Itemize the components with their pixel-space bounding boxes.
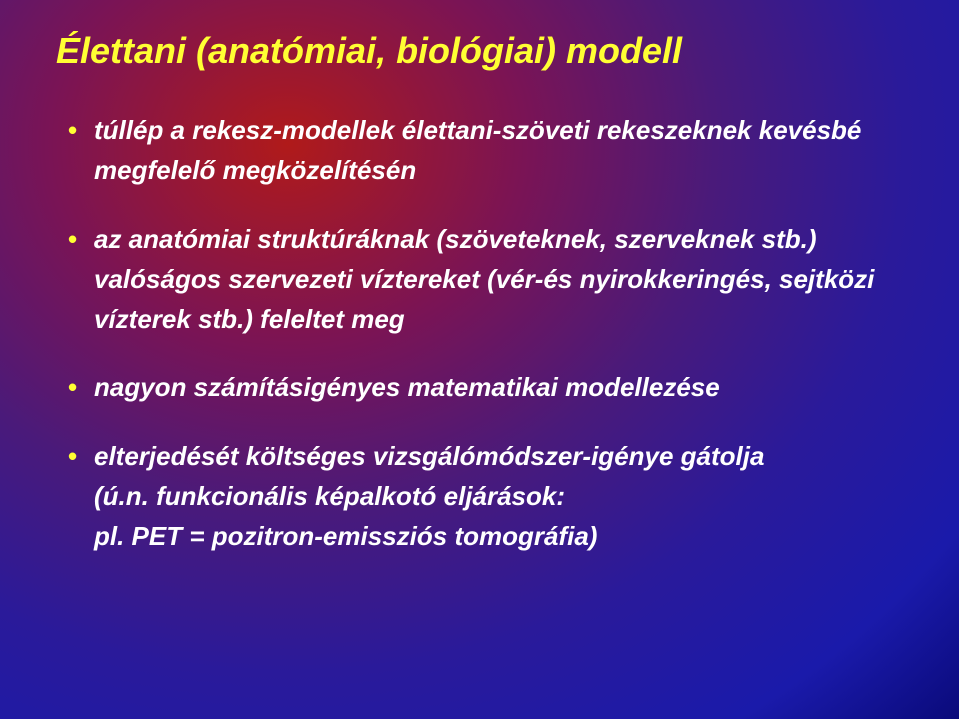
bullet-text: elterjedését költséges vizsgálómódszer-i… [94, 441, 764, 471]
bullet-text: nagyon számításigényes matematikai model… [94, 372, 720, 402]
bullet-item: nagyon számításigényes matematikai model… [60, 367, 909, 407]
bullet-subline: pl. PET = pozitron-emissziós tomográfia) [94, 516, 909, 556]
slide-title: Élettani (anatómiai, biológiai) modell [56, 30, 909, 72]
bullet-item: az anatómiai struktúráknak (szöveteknek,… [60, 219, 909, 340]
bullet-text: túllép a rekesz-modellek élettani-szövet… [94, 115, 861, 185]
bullet-subline: (ú.n. funkcionális képalkotó eljárások: [94, 476, 909, 516]
bullet-item: túllép a rekesz-modellek élettani-szövet… [60, 110, 909, 191]
bullet-item: elterjedését költséges vizsgálómódszer-i… [60, 436, 909, 557]
bullet-text: az anatómiai struktúráknak (szöveteknek,… [94, 224, 874, 335]
bullet-list: túllép a rekesz-modellek élettani-szövet… [60, 110, 909, 557]
